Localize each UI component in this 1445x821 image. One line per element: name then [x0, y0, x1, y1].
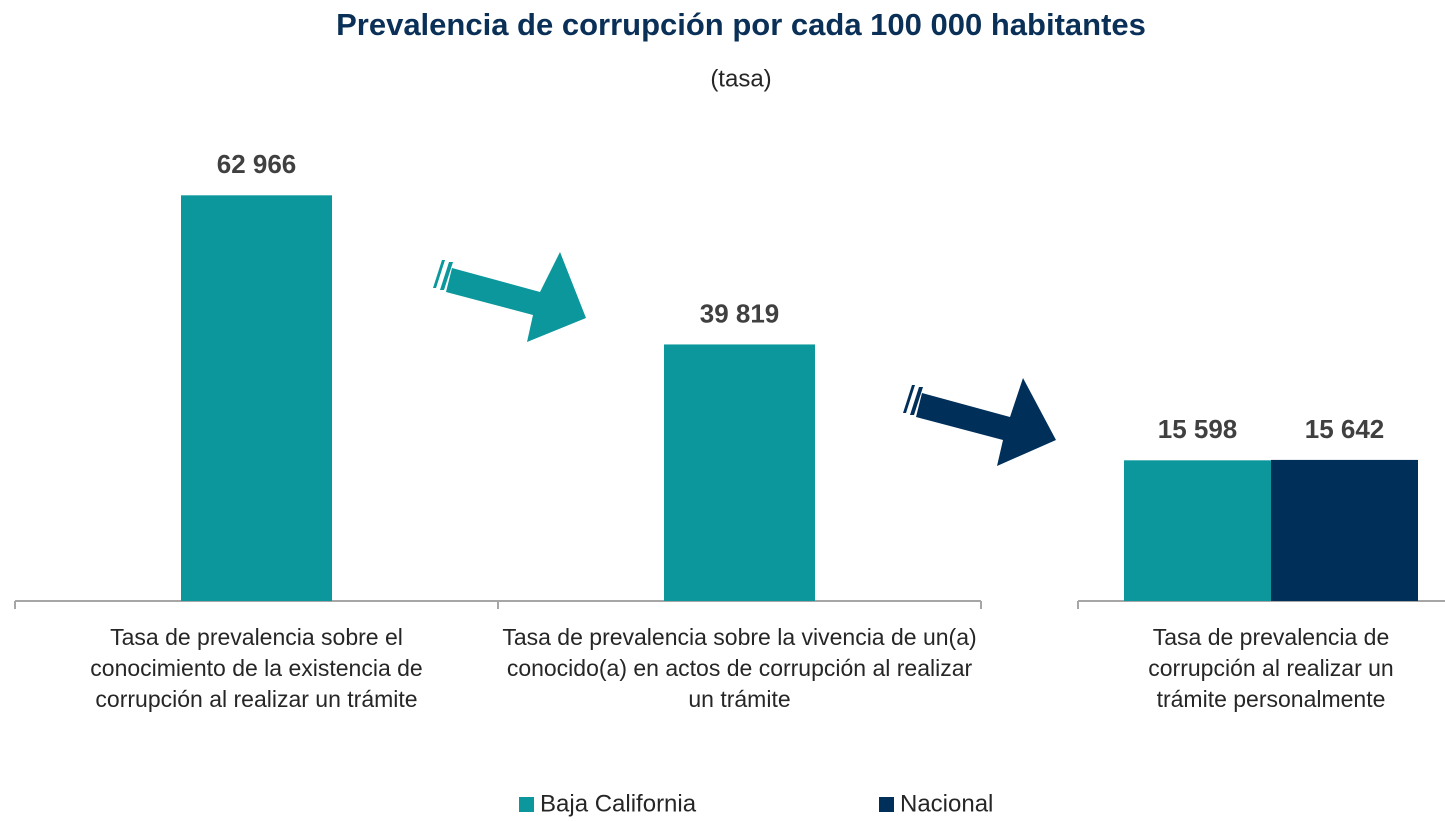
chart-subtitle: (tasa) — [710, 65, 771, 92]
bar — [1124, 460, 1271, 601]
arrow — [433, 252, 586, 342]
bar — [664, 344, 815, 601]
arrow — [903, 378, 1056, 466]
x-tick-label: Tasa de prevalencia de corrupción al rea… — [1148, 624, 1394, 712]
x-tick-label: Tasa de prevalencia sobre la vivencia de… — [502, 624, 977, 712]
legend-label: Baja California — [540, 790, 697, 817]
data-label: 15 642 — [1305, 414, 1385, 444]
legend-label: Nacional — [900, 790, 993, 817]
bar — [1271, 459, 1418, 601]
bar — [181, 195, 332, 601]
chart-title: Prevalencia de corrupción por cada 100 0… — [336, 7, 1146, 42]
data-label: 39 819 — [700, 298, 780, 328]
axis — [14, 600, 1445, 609]
x-tick-label: Tasa de prevalencia sobre el conocimient… — [90, 624, 423, 712]
data-label: 62 966 — [217, 149, 297, 179]
legend-swatch — [519, 797, 534, 812]
data-label: 15 598 — [1158, 414, 1238, 444]
legend-swatch — [879, 797, 894, 812]
legend: Baja California Nacional — [519, 790, 993, 817]
